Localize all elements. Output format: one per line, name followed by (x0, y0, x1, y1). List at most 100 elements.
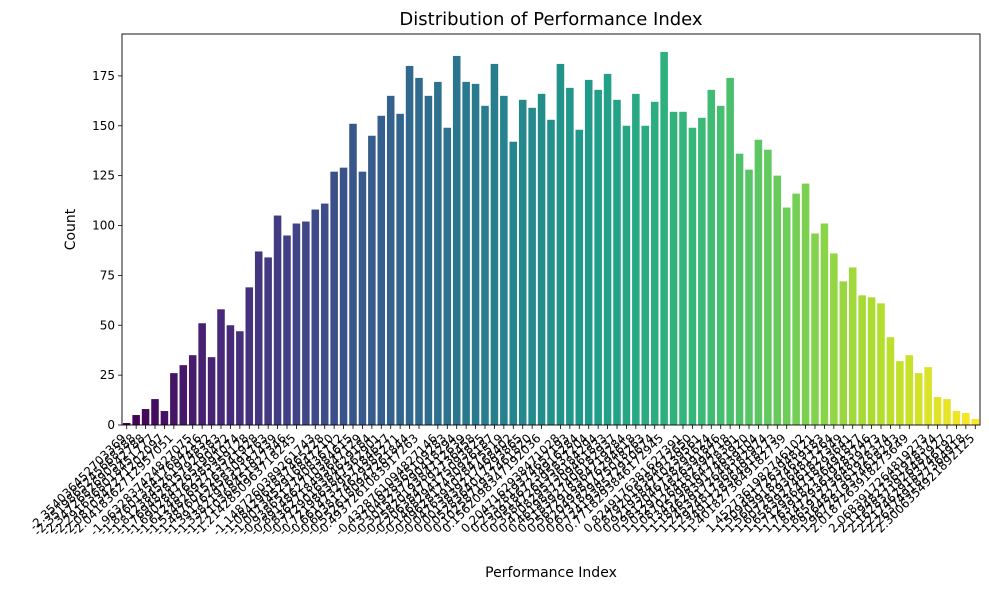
bar (594, 89, 602, 426)
bar (339, 167, 348, 425)
bar (858, 295, 866, 425)
bar (377, 115, 386, 425)
bar (179, 365, 188, 425)
bar (914, 373, 923, 425)
bar (122, 423, 131, 425)
bar (320, 203, 329, 425)
bar (603, 73, 612, 426)
bar (188, 355, 197, 425)
bar (311, 209, 320, 425)
bar (151, 399, 159, 425)
bar (735, 153, 744, 425)
y-tick-label: 0 (107, 418, 115, 432)
bar (782, 207, 791, 425)
bar (962, 413, 970, 425)
bar (707, 89, 716, 426)
bars-group (122, 51, 980, 426)
bar (368, 135, 376, 426)
bar (292, 223, 301, 425)
bar (264, 257, 272, 425)
bar (660, 51, 668, 425)
bar (820, 223, 829, 425)
bar (462, 81, 470, 425)
bar (811, 233, 819, 425)
bar (650, 101, 659, 425)
bar (801, 183, 810, 425)
y-tick-label: 50 (100, 318, 115, 332)
bar (273, 215, 282, 425)
bar (481, 105, 489, 425)
bar (924, 367, 932, 425)
bar (933, 397, 942, 425)
y-tick-label: 100 (92, 219, 115, 233)
bar (349, 123, 357, 426)
chart-title: Distribution of Performance Index (399, 9, 702, 30)
bar (547, 119, 555, 425)
bar (132, 415, 140, 425)
bar (283, 235, 291, 425)
bar (745, 169, 753, 425)
bar (773, 175, 782, 425)
bar (896, 361, 904, 425)
bar (575, 129, 584, 425)
bar (839, 281, 848, 425)
bar (405, 65, 414, 426)
bar (669, 111, 678, 426)
x-axis: -2.354036452703369-2.3519865245668388-2.… (27, 425, 977, 539)
bar (688, 127, 697, 425)
bar (226, 325, 235, 425)
bar (236, 331, 244, 425)
bar (245, 287, 254, 425)
bar (764, 149, 772, 425)
bar (613, 99, 621, 425)
bar (443, 127, 452, 425)
bar (424, 95, 433, 425)
y-tick-label: 175 (92, 69, 115, 83)
bar (500, 95, 508, 425)
bar (396, 113, 404, 426)
bar (386, 95, 395, 425)
bar (471, 83, 480, 426)
y-tick-label: 75 (100, 268, 115, 282)
bar (679, 111, 687, 426)
bar (556, 63, 565, 426)
bar (217, 309, 225, 425)
bar (943, 399, 951, 425)
bar (698, 117, 706, 425)
bar (877, 303, 885, 425)
bar (254, 251, 263, 425)
bar (358, 171, 367, 425)
bar (641, 125, 650, 426)
bar (566, 87, 574, 426)
y-tick-label: 125 (92, 169, 115, 183)
bar (632, 93, 640, 425)
x-axis-label: Performance Index (485, 565, 617, 581)
bar (518, 99, 527, 425)
bar (867, 297, 876, 425)
y-axis-label: Count (63, 208, 79, 250)
bar (528, 107, 536, 425)
bar (952, 411, 961, 425)
bar (302, 221, 310, 425)
bar (830, 253, 838, 425)
bar (170, 373, 178, 425)
y-tick-label: 25 (100, 368, 115, 382)
bar (509, 141, 518, 425)
bar (905, 355, 914, 425)
bar (415, 77, 423, 425)
plot-frame (121, 33, 981, 426)
bar (792, 193, 800, 425)
y-axis: 0 25 50 75 100 125 150 175 (92, 69, 122, 432)
bar (971, 419, 980, 425)
bar (754, 139, 763, 426)
bar (141, 409, 150, 425)
bar (330, 171, 338, 425)
bar (726, 77, 734, 425)
bar (490, 63, 499, 426)
bar (198, 323, 206, 425)
y-tick-label: 150 (92, 119, 115, 133)
bar (622, 125, 631, 426)
bar (452, 55, 461, 425)
